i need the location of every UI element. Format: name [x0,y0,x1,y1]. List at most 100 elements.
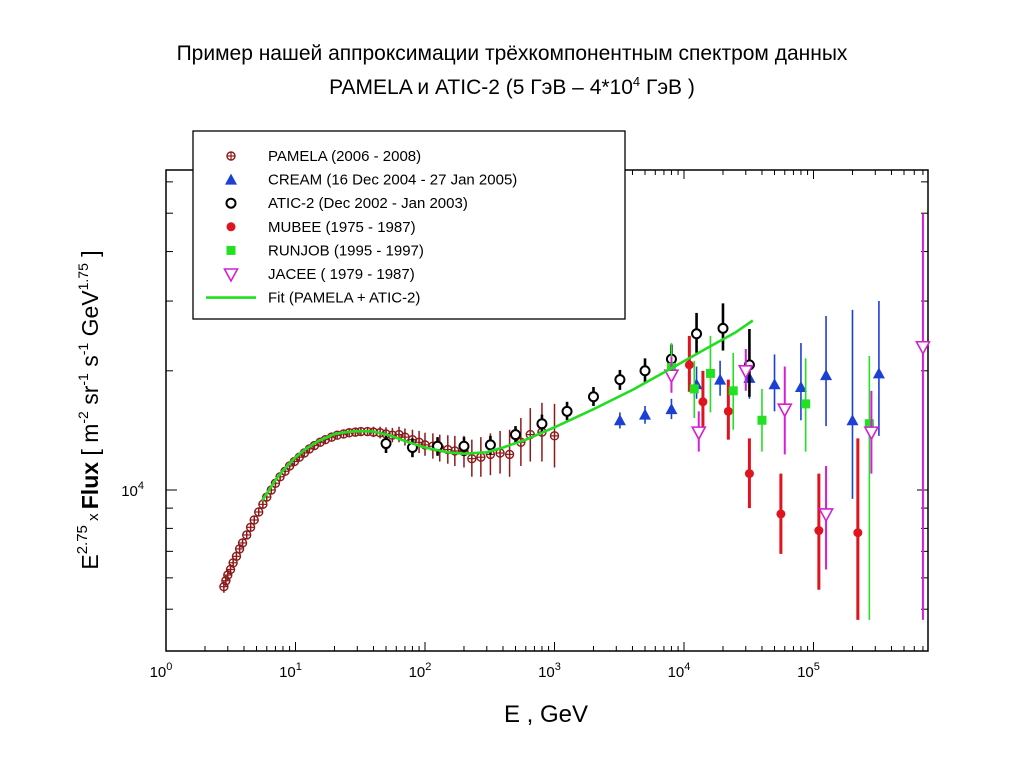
x-tick-label: 100 [150,661,173,681]
runjob-point [864,419,874,429]
y-axis-label-p8: ] [77,250,103,263]
mubee-point [814,526,824,536]
pamela-point [549,431,560,441]
title-line-2-exponent: 4 [632,74,641,89]
runjob-point [757,415,767,425]
atic2-point [458,440,470,452]
pamela-point [245,522,256,533]
y-axis-label-p7: GeV [77,290,103,343]
cream-point [872,367,885,379]
legend-entry: Fit (PAMELA + ATIC-2) [268,290,420,307]
y-axis-label-p3: Flux [77,462,103,509]
x-tick-base: 10 [150,664,167,681]
y-axis-label-p5: sr [77,385,103,411]
runjob-point [728,386,738,396]
title-line-2-text: PAMELA и ATIC-2 (5 ГэВ – 4*10 [329,76,633,99]
y-axis-label-p6: s [77,355,103,373]
legend-box [192,130,626,320]
title-line-1: Пример нашей аппроксимации трёхкомпонент… [176,42,848,65]
atic2-point [536,418,548,430]
y-axis-label-p5_sup: -1 [75,373,91,386]
pamela-point [237,538,248,548]
x-tick-label: 103 [538,661,561,681]
jacee-point [863,426,880,441]
x-tick-exponent: 3 [555,661,561,673]
runjob-point [801,399,811,409]
pamela-point [476,452,486,462]
jacee-point [818,508,834,523]
series-pamela [219,402,560,593]
pamela-point [223,570,233,580]
jacee-point [776,403,793,418]
atic2-point [510,429,522,441]
title-line-2: PAMELA и ATIC-2 (5 ГэВ – 4*104 ГэВ ) [0,68,1024,102]
slide-title: Пример нашей аппроксимации трёхкомпонент… [0,40,1024,102]
mubee-point [853,528,863,538]
pamela-point [504,449,515,460]
pamela-point [254,507,264,517]
cream-point [794,381,807,393]
mubee-point [776,509,786,519]
cream-point [613,414,626,426]
jacee-point [663,369,680,384]
x-tick-base: 10 [797,664,814,681]
x-axis-label: E , GeV [504,701,588,728]
x-tick-exponent: 2 [425,661,431,673]
series-jacee [663,213,931,620]
series-runjob [666,335,874,620]
pamela-point [242,530,252,540]
atic2-point [561,405,573,417]
mubee-point [698,397,708,407]
cream-point [714,373,727,385]
mubee-point [723,406,733,416]
series-mubee [684,335,863,620]
legend-swatch [225,197,237,209]
legend-swatch [226,222,236,232]
x-tick-label: 101 [279,661,302,681]
legend-entry: ATIC-2 (Dec 2002 - Jan 2003) [268,195,468,212]
x-tick-base: 10 [668,664,685,681]
y-axis-label-p4: [ m [77,424,103,462]
x-tick-base: 10 [279,664,296,681]
cream-point [846,414,859,426]
x-tick-exponent: 4 [684,661,690,673]
y-axis-label-p1_sup: 2.75 [74,525,91,554]
atic2-point [587,391,599,403]
legend-entry: PAMELA (2006 - 2008) [268,148,421,165]
atic2-point [614,374,626,386]
x-tick-base: 10 [409,664,426,681]
x-tick-exponent: 1 [296,661,302,673]
y-axis-label-p4_sup: -2 [75,411,91,424]
jacee-point [915,340,931,356]
y-axis-label: E2.75 x Flux [ m-2 sr-1 s-1 GeV1.75 ] [74,250,103,569]
legend-swatch [223,268,239,283]
mubee-point [744,469,754,479]
runjob-point [705,368,715,378]
jacee-point [737,364,754,380]
legend-swatch [226,151,236,161]
legend-entry: JACEE ( 1979 - 1987) [268,266,415,283]
y-axis-label-p1: E [77,554,103,569]
pamela-point [249,515,259,525]
y-axis-label-p7_sup: 1.75 [75,263,91,290]
pamela-point [467,453,477,464]
legend-entry: CREAM (16 Dec 2004 - 27 Jan 2005) [268,172,517,189]
mubee-point [684,360,694,370]
y-tick-base: 10 [121,483,138,500]
y-tick-label: 104 [121,480,144,500]
x-tick-exponent: 5 [814,661,820,673]
atic2-point [380,438,392,450]
atic2-point [717,322,729,334]
cream-point [820,369,833,381]
y-axis-label-p2: x [85,509,102,525]
runjob-point [689,384,699,394]
y-tick-exponent: 4 [138,480,144,492]
atic2-point [639,365,651,377]
y-axis-label-p6_sup: -1 [75,343,91,356]
x-tick-base: 10 [538,664,555,681]
cream-point [639,408,652,420]
atic2-point [484,439,496,451]
x-tick-exponent: 0 [166,661,172,673]
